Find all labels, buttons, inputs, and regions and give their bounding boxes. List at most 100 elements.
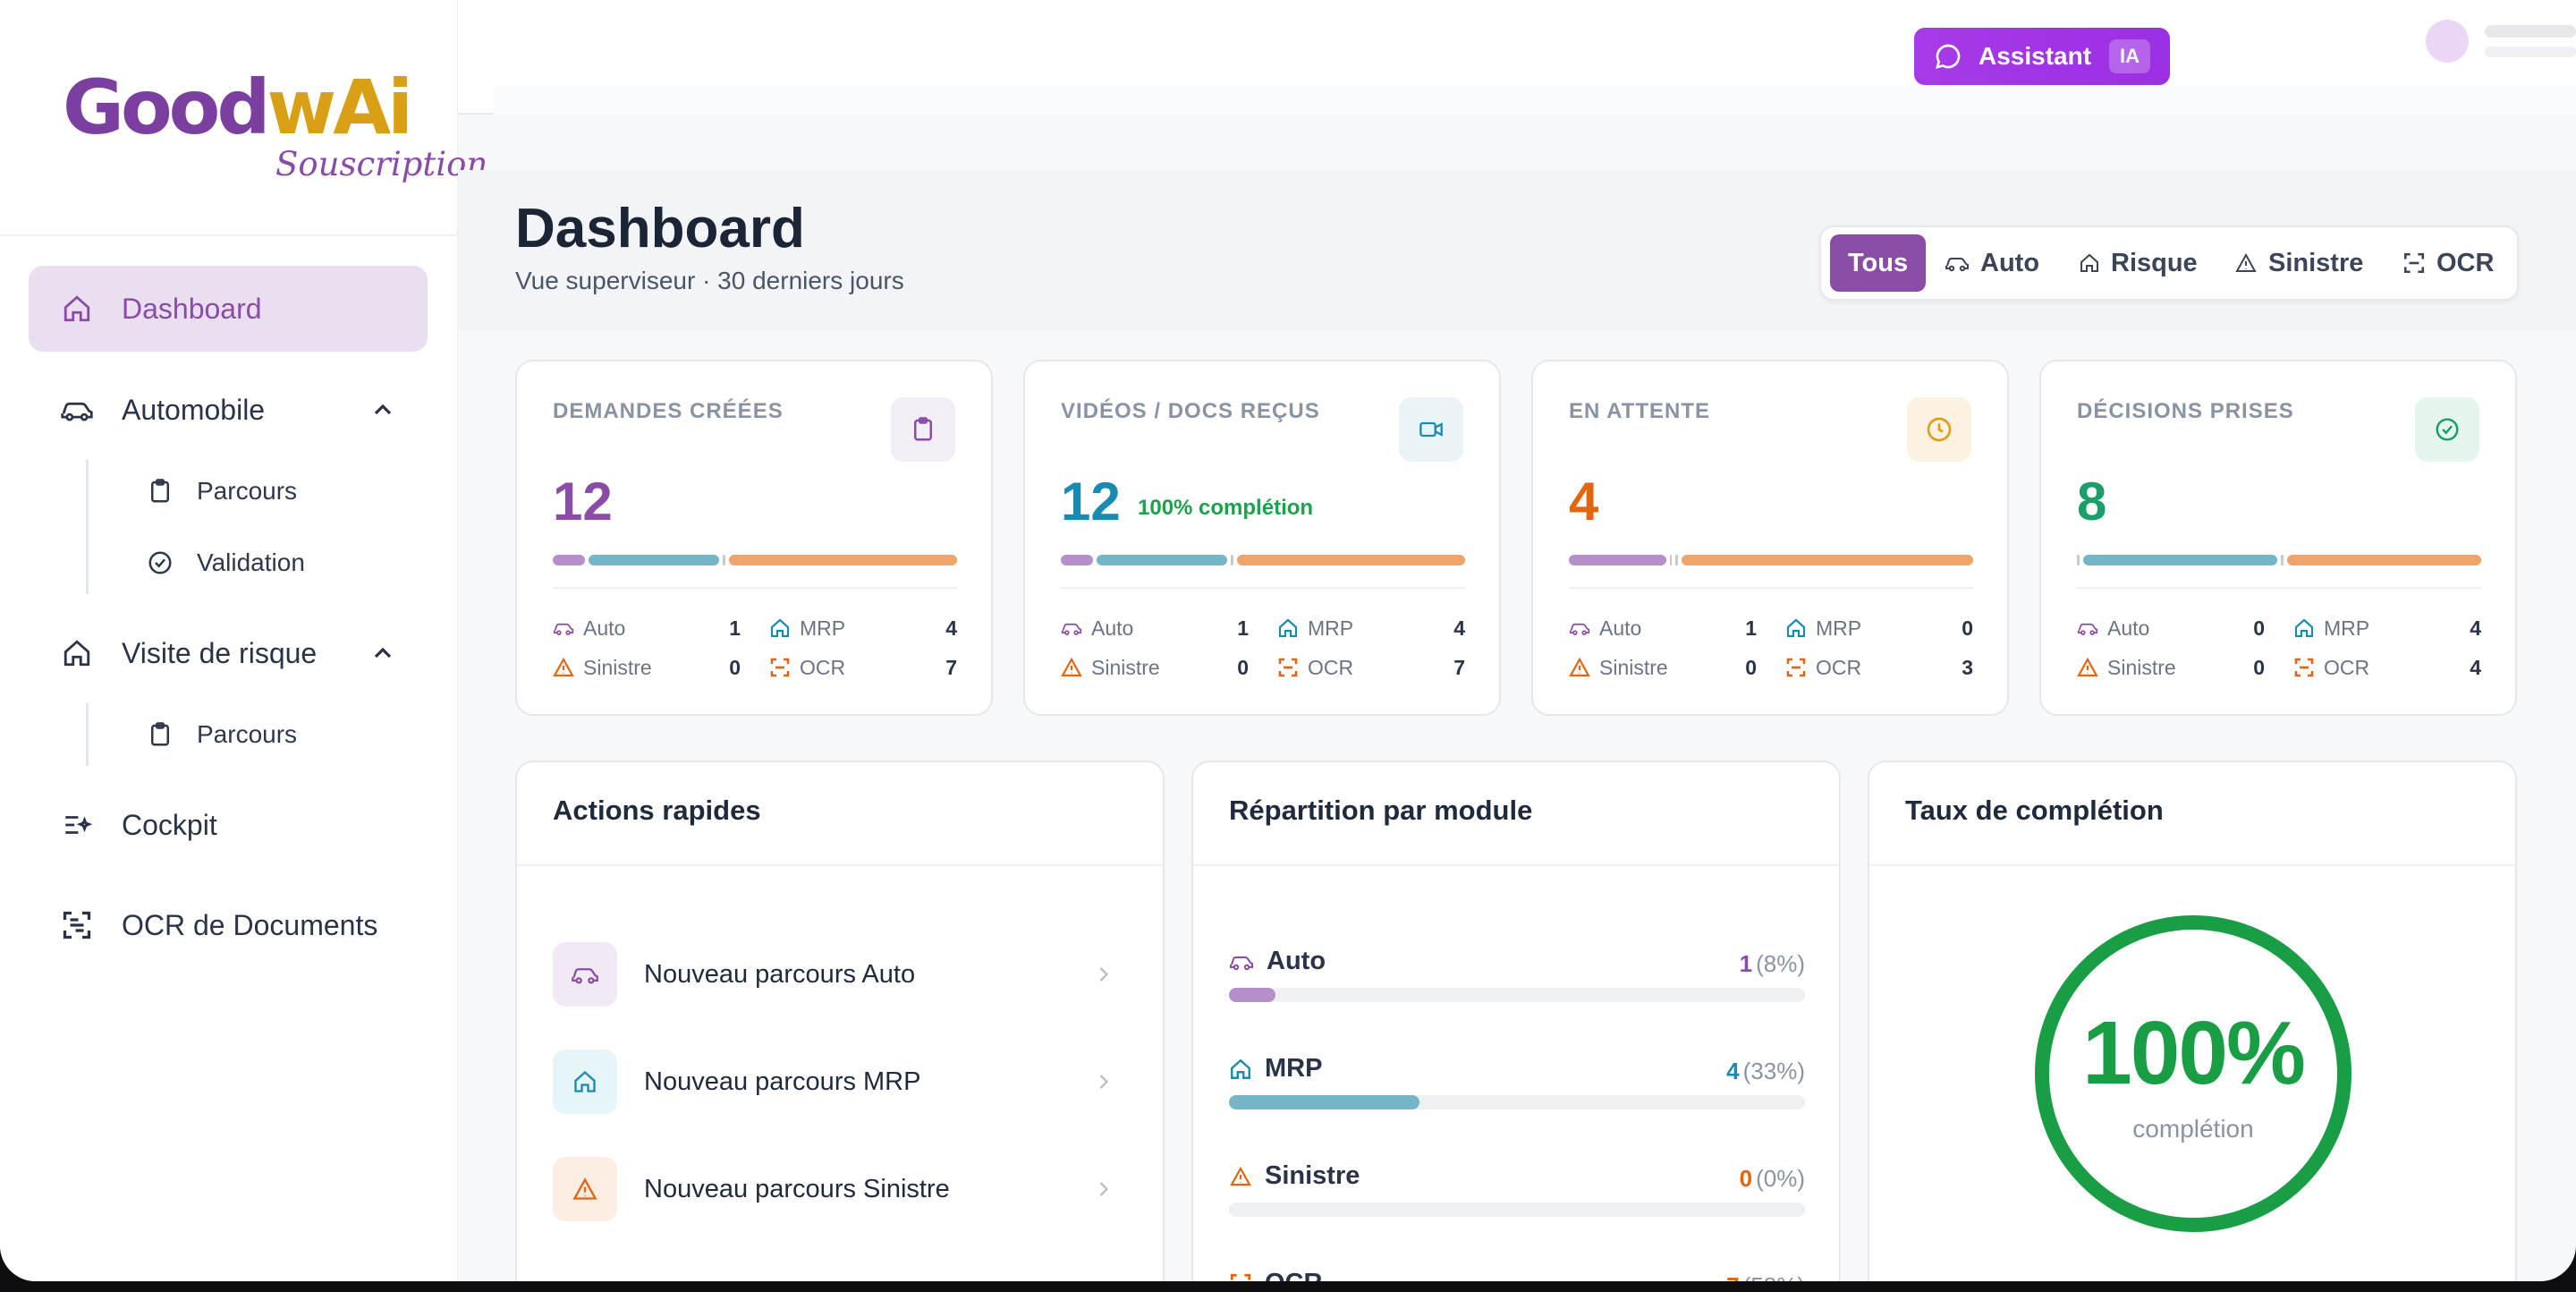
chevron-up-icon[interactable] <box>369 639 397 667</box>
house-icon <box>770 618 790 638</box>
kpi-stat-label: Sinistre <box>1599 655 1668 679</box>
list-sparkle-icon <box>59 807 95 843</box>
kpi-bar-segment <box>1061 555 1094 565</box>
kpi-stat-label: Auto <box>1091 616 1134 640</box>
kpi-label: EN ATTENTE <box>1569 399 1710 423</box>
sidebar-subitem-validation[interactable]: Validation <box>147 531 305 594</box>
sidebar-item-automobile[interactable]: Automobile <box>29 367 428 453</box>
module-row-auto: Auto 1 (8%) <box>1229 947 1805 1009</box>
car-icon <box>2077 623 2098 635</box>
warning-icon <box>2235 252 2257 272</box>
house-icon <box>2080 253 2098 272</box>
kpi-value: 12 <box>553 472 613 531</box>
kpi-card: EN ATTENTE 4 Auto 1 MRP 0 Sinistre 0 OCR 3 <box>1531 360 2009 716</box>
kpi-bar-segment <box>1231 555 1234 565</box>
kpi-stat-label: Sinistre <box>2107 655 2176 679</box>
module-value: 0 (0%) <box>1740 1165 1805 1193</box>
sidebar-subitem-parcours-risque[interactable]: Parcours <box>147 703 297 766</box>
kpi-stat-auto: Auto 1 <box>1061 610 1249 646</box>
chevron-right-icon <box>1099 1182 1109 1196</box>
chevron-right-icon <box>1099 967 1109 982</box>
module-label: Auto <box>1229 947 1326 976</box>
card-divider <box>1869 864 2515 866</box>
kpi-stat-mrp: MRP 0 <box>1785 610 1973 646</box>
action-new-auto[interactable]: Nouveau parcours Auto <box>553 930 1125 1019</box>
filter-label: OCR <box>2436 248 2495 277</box>
kpi-stat-label: MRP <box>2324 616 2370 640</box>
filter-label: Sinistre <box>2268 248 2364 277</box>
kpi-bar-segment <box>1097 555 1228 565</box>
sidebar-subitem-parcours-auto[interactable]: Parcours <box>147 460 297 523</box>
kpi-stat-value: 0 <box>729 655 741 679</box>
scan-icon <box>1278 658 1298 677</box>
kpi-stat-label: OCR <box>800 655 846 679</box>
module-progress-track <box>1229 1095 1805 1109</box>
kpi-distribution-bar <box>1061 555 1465 565</box>
action-new-sinistre[interactable]: Nouveau parcours Sinistre <box>553 1144 1125 1234</box>
warning-icon <box>1230 1166 1251 1186</box>
ia-badge: IA <box>2109 39 2151 73</box>
card-title: Taux de complétion <box>1905 795 2164 826</box>
module-count: 1 <box>1739 950 1753 977</box>
logo-wordmark: GoodwAi <box>63 63 413 152</box>
filter-risque[interactable]: Risque <box>2079 234 2198 292</box>
kpi-stat-sinistre: Sinistre 0 <box>1569 650 1757 685</box>
sidebar-item-ocr[interactable]: OCR de Documents <box>29 882 428 968</box>
kpi-stat-label: MRP <box>800 616 846 640</box>
filter-auto[interactable]: Auto <box>1945 234 2039 292</box>
module-name: OCR <box>1265 1269 1322 1281</box>
avatar[interactable] <box>2426 20 2469 63</box>
module-label: OCR <box>1229 1269 1322 1281</box>
warning-icon <box>1061 657 1082 677</box>
kpi-bar-segment <box>2286 555 2481 565</box>
sidebar-item-cockpit[interactable]: Cockpit <box>29 782 428 868</box>
clipboard-icon <box>914 417 932 441</box>
sidebar-item-label: Cockpit <box>122 808 217 841</box>
assistant-button[interactable]: Assistant IA <box>1914 28 2170 85</box>
kpi-stat-label: MRP <box>1308 616 1354 640</box>
kpi-stat-auto: Auto 1 <box>553 610 741 646</box>
kpi-value: 8 <box>2077 472 2107 531</box>
filter-sinistre[interactable]: Sinistre <box>2234 234 2363 292</box>
module-row-mrp: MRP 4 (33%) <box>1229 1054 1805 1117</box>
kpi-stat-value: 7 <box>945 655 957 679</box>
logo-word-part1: Good <box>63 64 270 151</box>
kpi-stat-label: OCR <box>1308 655 1354 679</box>
sidebar-item-dashboard[interactable]: Dashboard <box>29 266 428 352</box>
kpi-stat-ocr: OCR 7 <box>1277 650 1465 685</box>
kpi-stat-auto: Auto 0 <box>2077 610 2265 646</box>
kpi-distribution-bar <box>2077 555 2481 565</box>
chevron-up-icon[interactable] <box>369 395 397 424</box>
module-count: 4 <box>1726 1058 1740 1084</box>
module-row-ocr: OCR 7 (58%) <box>1229 1269 1805 1281</box>
kpi-stat-value: 1 <box>1745 616 1757 640</box>
kpi-stat-value: 4 <box>2470 616 2481 640</box>
car-icon <box>553 942 617 1007</box>
sidebar-item-visite-risque[interactable]: Visite de risque <box>29 610 428 696</box>
module-row-sinistre: Sinistre 0 (0%) <box>1229 1161 1805 1224</box>
warning-icon <box>1569 657 1590 677</box>
card-divider <box>1193 864 1839 866</box>
assistant-label: Assistant <box>1979 42 2092 70</box>
filter-tous[interactable]: Tous <box>1830 234 1927 292</box>
kpi-extra: 100% complétion <box>1138 496 1314 520</box>
action-new-mrp[interactable]: Nouveau parcours MRP <box>553 1037 1125 1126</box>
sidebar-item-label: Dashboard <box>122 292 262 325</box>
clock-icon <box>1927 417 1952 442</box>
quick-actions-card: Actions rapides Nouveau parcours Auto No… <box>515 761 1165 1281</box>
warning-icon <box>2077 657 2098 677</box>
module-progress-fill <box>1229 1095 1419 1109</box>
topbar-strip <box>494 86 2576 115</box>
completion-label: complétion <box>2132 1115 2254 1143</box>
sidebar-divider <box>0 234 458 236</box>
kpi-stat-value: 3 <box>1962 655 1973 679</box>
page-title: Dashboard <box>515 198 805 259</box>
kpi-card: DÉCISIONS PRISES 8 Auto 0 MRP 4 Sinistre 0 OCR… <box>2039 360 2517 716</box>
module-label: Sinistre <box>1229 1161 1360 1191</box>
house-icon <box>59 635 95 671</box>
kpi-bar-segment <box>723 555 726 565</box>
house-icon <box>1278 618 1298 638</box>
kpi-label: DÉCISIONS PRISES <box>2077 399 2294 423</box>
filter-ocr[interactable]: OCR <box>2402 234 2494 292</box>
kpi-icon <box>2415 397 2479 462</box>
